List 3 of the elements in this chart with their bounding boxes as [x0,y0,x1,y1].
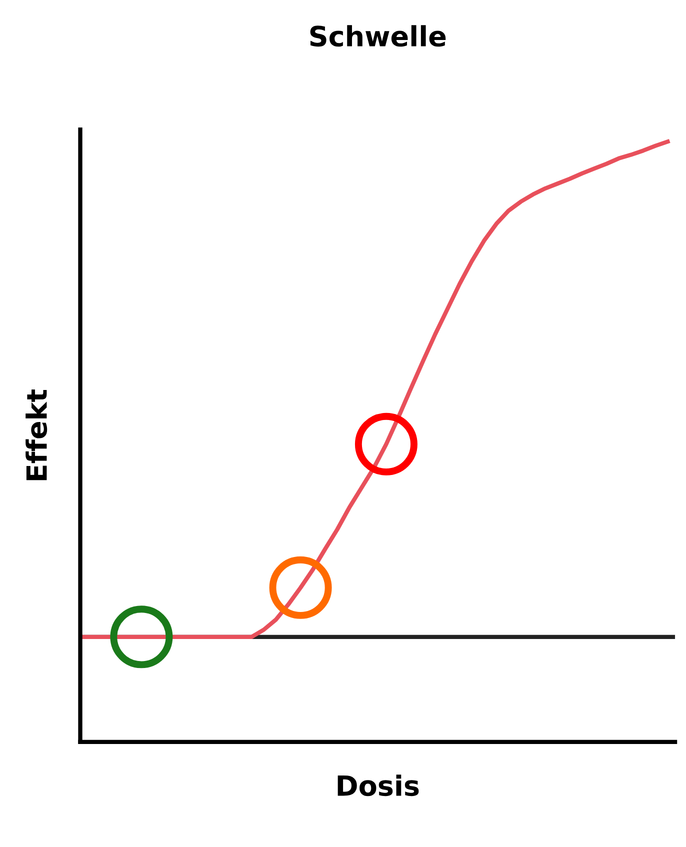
x-axis-title: Dosis [338,774,419,796]
y-axis-title: Effekt [26,390,48,480]
chart-title: Schwelle [310,25,446,47]
